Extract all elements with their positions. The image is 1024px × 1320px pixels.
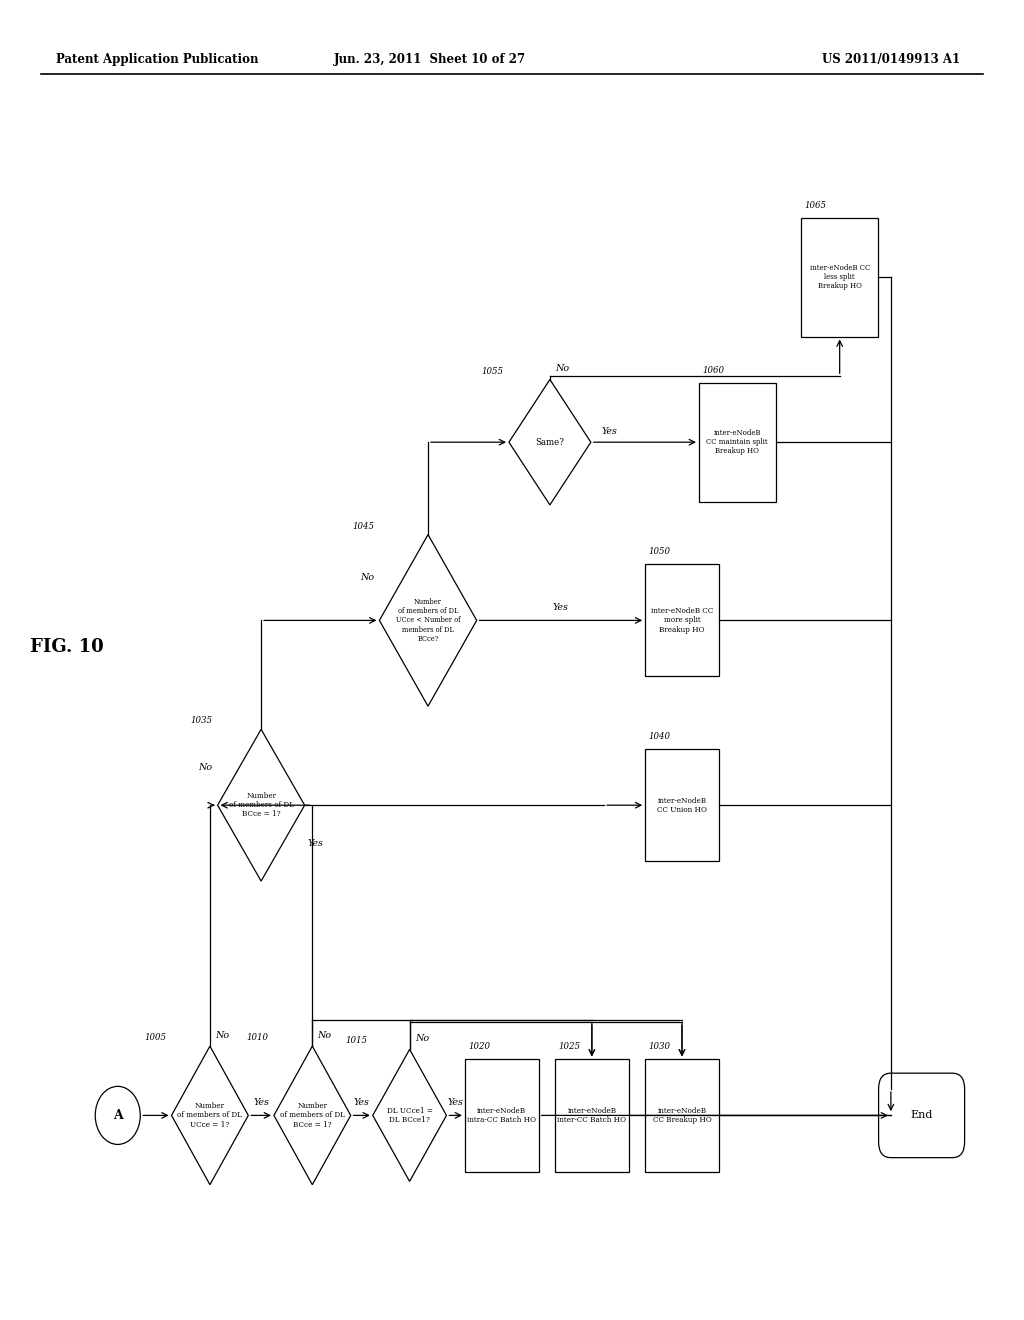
Text: Yes: Yes (447, 1098, 464, 1106)
Text: Number
of members of DL
UCce = 1?: Number of members of DL UCce = 1? (177, 1102, 243, 1129)
Text: inter-eNodeB
CC Breakup HO: inter-eNodeB CC Breakup HO (652, 1106, 712, 1125)
Text: 1010: 1010 (247, 1034, 268, 1043)
Text: 1030: 1030 (648, 1043, 670, 1051)
Text: Yes: Yes (601, 428, 617, 436)
Text: 1035: 1035 (190, 717, 213, 726)
Text: Yes: Yes (253, 1098, 269, 1106)
Text: 1060: 1060 (702, 366, 724, 375)
Text: 1055: 1055 (482, 367, 504, 375)
Text: No: No (215, 1031, 229, 1040)
Text: 1050: 1050 (648, 548, 670, 557)
Text: Patent Application Publication: Patent Application Publication (56, 53, 259, 66)
Bar (645, 565, 719, 676)
Text: DL UCce1 =
DL BCce1?: DL UCce1 = DL BCce1? (387, 1106, 432, 1125)
Text: inter-eNodeB
CC maintain split
Breakup HO: inter-eNodeB CC maintain split Breakup H… (707, 429, 768, 455)
Text: 1045: 1045 (352, 521, 375, 531)
Bar (645, 748, 719, 861)
Bar (555, 1059, 629, 1172)
Bar (698, 383, 776, 502)
Text: inter-eNodeB
inter-CC Batch HO: inter-eNodeB inter-CC Batch HO (557, 1106, 627, 1125)
Text: A: A (113, 1109, 123, 1122)
Text: No: No (199, 763, 213, 772)
Text: inter-eNodeB CC
more split
Breakup HO: inter-eNodeB CC more split Breakup HO (651, 607, 713, 634)
Bar (801, 218, 878, 337)
Text: Number
of members of DL
BCce = 1?: Number of members of DL BCce = 1? (228, 792, 294, 818)
Bar (645, 1059, 719, 1172)
Text: Same?: Same? (536, 438, 564, 446)
Text: Yes: Yes (307, 838, 324, 847)
Bar (465, 1059, 539, 1172)
Text: No: No (415, 1035, 429, 1043)
Text: No: No (317, 1031, 332, 1040)
Text: 1025: 1025 (558, 1043, 580, 1051)
Text: 1005: 1005 (144, 1034, 166, 1043)
Text: 1065: 1065 (805, 201, 826, 210)
Text: End: End (910, 1110, 933, 1121)
Text: No: No (360, 573, 375, 582)
Text: No: No (555, 364, 569, 374)
Text: 1015: 1015 (346, 1036, 368, 1045)
Text: Yes: Yes (553, 603, 569, 611)
Text: Jun. 23, 2011  Sheet 10 of 27: Jun. 23, 2011 Sheet 10 of 27 (334, 53, 526, 66)
Text: Number
of members of DL
BCce = 1?: Number of members of DL BCce = 1? (280, 1102, 345, 1129)
Text: FIG. 10: FIG. 10 (30, 638, 103, 656)
Text: Number
of members of DL
UCce < Number of
members of DL
BCce?: Number of members of DL UCce < Number of… (396, 598, 460, 643)
Text: US 2011/0149913 A1: US 2011/0149913 A1 (822, 53, 959, 66)
Text: Yes: Yes (353, 1098, 370, 1106)
Text: inter-eNodeB
intra-CC Batch HO: inter-eNodeB intra-CC Batch HO (467, 1106, 537, 1125)
Text: 1040: 1040 (648, 733, 670, 741)
Text: 1020: 1020 (468, 1043, 489, 1051)
Text: inter-eNodeB CC
less split
Breakup HO: inter-eNodeB CC less split Breakup HO (810, 264, 869, 290)
Text: inter-eNodeB
CC Union HO: inter-eNodeB CC Union HO (657, 796, 707, 814)
